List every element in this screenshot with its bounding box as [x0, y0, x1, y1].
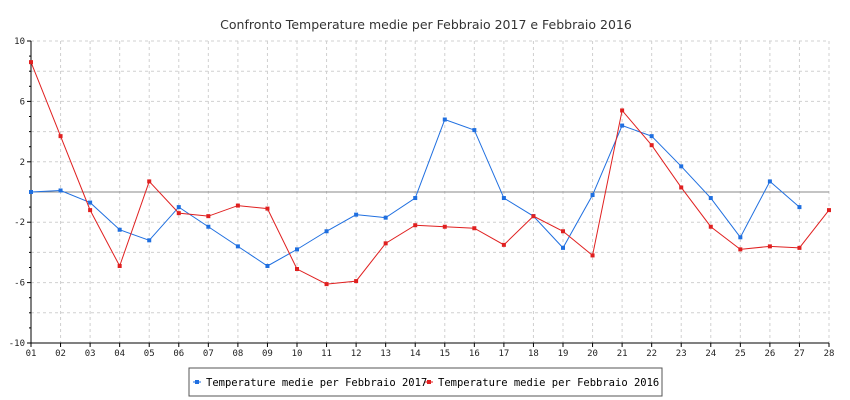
- series-point-2: [708, 224, 713, 229]
- series-point-1: [620, 123, 625, 128]
- series-point-1: [295, 247, 299, 252]
- x-tick-label: 22: [646, 349, 657, 359]
- series-point-1: [590, 193, 595, 198]
- x-tick-label: 12: [351, 349, 362, 359]
- x-tick-label: 03: [85, 349, 96, 359]
- x-tick-label: 21: [617, 349, 628, 359]
- series-point-2: [797, 245, 802, 250]
- series-point-2: [531, 214, 536, 219]
- legend-label-2: Temperature medie per Febbraio 2016: [438, 377, 659, 389]
- x-tick-label: 23: [676, 349, 687, 359]
- series-point-2: [235, 203, 240, 208]
- x-tick-label: 05: [144, 349, 155, 359]
- legend: Temperature medie per Febbraio 2017 Tempe…: [188, 367, 663, 397]
- series-point-1: [88, 200, 93, 205]
- series-point-2: [590, 253, 595, 258]
- series-point-1: [708, 196, 713, 201]
- series-point-1: [117, 227, 122, 232]
- series-point-2: [176, 211, 181, 216]
- series-point-2: [679, 185, 684, 190]
- x-tick-label: 01: [26, 349, 37, 359]
- series-point-1: [29, 190, 33, 194]
- x-tick-label: 19: [558, 349, 569, 359]
- x-tick-label: 17: [498, 349, 509, 359]
- series-line-2: [30, 61, 830, 285]
- series-point-1: [472, 128, 477, 133]
- series-point-2: [206, 214, 211, 219]
- y-tick-label: -6: [14, 279, 25, 289]
- series-point-1: [679, 164, 684, 169]
- y-tick-label: 6: [20, 97, 25, 107]
- x-tick-label: 11: [321, 349, 332, 359]
- x-tick-label: 26: [764, 349, 775, 359]
- series-point-2: [265, 206, 270, 211]
- y-tick-label: 10: [14, 37, 25, 47]
- series-point-1: [265, 263, 270, 268]
- series-point-1: [383, 215, 388, 220]
- series-point-2: [649, 143, 654, 148]
- x-tick-label: 04: [114, 349, 125, 359]
- series-point-2: [827, 208, 831, 213]
- x-tick-label: 06: [173, 349, 184, 359]
- series-point-2: [620, 108, 625, 113]
- series-point-1: [442, 117, 447, 122]
- x-tick-label: 14: [410, 349, 421, 359]
- series-point-1: [354, 212, 359, 217]
- series-point-1: [206, 224, 211, 229]
- x-tick-label: 24: [705, 349, 716, 359]
- series-point-2: [442, 224, 447, 229]
- series-point-1: [324, 229, 329, 234]
- series-point-1: [797, 205, 802, 210]
- y-tick-label: -2: [14, 218, 25, 228]
- series-point-2: [413, 223, 418, 228]
- series-point-1: [738, 235, 743, 240]
- series-point-2: [58, 134, 63, 139]
- series-point-1: [501, 196, 506, 201]
- x-tick-label: 27: [794, 349, 805, 359]
- series-point-1: [767, 179, 772, 184]
- series-point-2: [295, 267, 299, 272]
- x-tick-label: 08: [232, 349, 243, 359]
- x-tick-label: 16: [469, 349, 480, 359]
- series-point-2: [738, 247, 743, 252]
- series-point-2: [324, 282, 329, 287]
- series-point-2: [147, 179, 152, 184]
- y-tick-label: -10: [9, 339, 25, 349]
- series-point-1: [147, 238, 152, 243]
- series-point-2: [354, 279, 359, 284]
- series-point-2: [29, 60, 33, 65]
- x-tick-label: 10: [292, 349, 303, 359]
- x-tick-label: 09: [262, 349, 273, 359]
- series-point-2: [117, 263, 122, 268]
- x-tick-label: 02: [55, 349, 66, 359]
- series-point-2: [561, 229, 565, 234]
- x-tick-label: 13: [380, 349, 391, 359]
- legend-label-1: Temperature medie per Febbraio 2017: [206, 377, 427, 389]
- x-tick-label: 28: [824, 349, 835, 359]
- series-point-1: [561, 245, 565, 250]
- series-point-1: [413, 196, 418, 201]
- series-point-1: [58, 188, 63, 193]
- series-point-2: [472, 226, 477, 231]
- chart-title: Confronto Temperature medie per Febbraio…: [220, 17, 632, 32]
- x-tick-label: 07: [203, 349, 214, 359]
- legend-swatch-marker-1: [195, 380, 199, 384]
- x-tick-label: 25: [735, 349, 746, 359]
- y-tick-label: 2: [20, 158, 25, 168]
- series-point-2: [767, 244, 772, 249]
- x-tick-label: 15: [439, 349, 450, 359]
- series-point-2: [88, 208, 93, 213]
- series-point-1: [649, 134, 654, 139]
- legend-swatch-marker-2: [427, 380, 431, 384]
- series-point-2: [501, 242, 506, 247]
- series-point-1: [176, 205, 181, 210]
- series-point-1: [235, 244, 240, 249]
- series-point-2: [383, 241, 388, 246]
- x-tick-label: 20: [587, 349, 598, 359]
- x-tick-label: 18: [528, 349, 539, 359]
